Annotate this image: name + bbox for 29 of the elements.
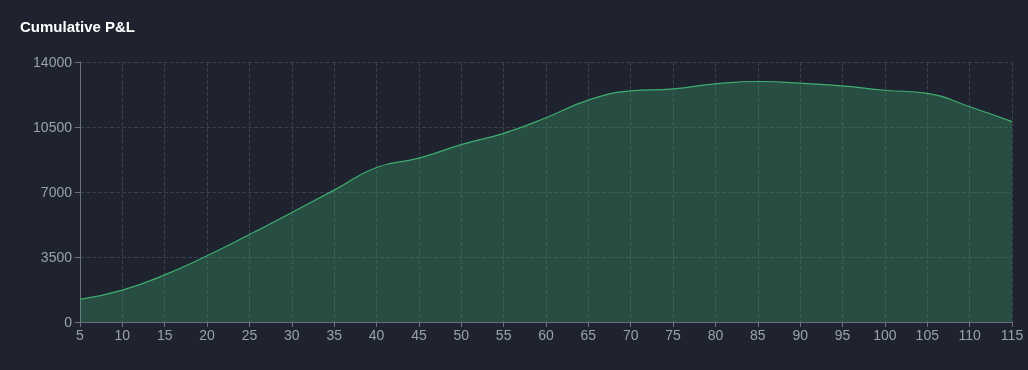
x-tick-label: 50 <box>453 327 470 343</box>
y-tick-label: 14000 <box>33 54 73 70</box>
x-tick-label: 90 <box>792 327 809 343</box>
x-tick-label: 65 <box>580 327 597 343</box>
x-tick-label: 10 <box>114 327 131 343</box>
x-tick-label: 95 <box>834 327 851 343</box>
x-tick-label: 20 <box>199 327 216 343</box>
x-tick-label: 80 <box>707 327 724 343</box>
x-tick-label: 45 <box>411 327 427 343</box>
x-tick-label: 15 <box>156 327 173 343</box>
x-tick-label: 85 <box>750 327 766 343</box>
y-tick-label: 7000 <box>40 184 73 200</box>
x-tick-label: 60 <box>538 327 554 343</box>
x-tick-label: 115 <box>1000 327 1024 343</box>
x-tick-label: 25 <box>241 327 258 343</box>
x-tick-label: 55 <box>495 327 512 343</box>
x-tick-label: 100 <box>873 327 897 343</box>
y-tick-label: 0 <box>64 314 73 330</box>
x-tick-label: 40 <box>368 327 385 343</box>
x-tick-label: 105 <box>915 327 940 343</box>
x-tick-label: 5 <box>76 327 85 343</box>
x-tick-label: 75 <box>665 327 682 343</box>
x-tick-label: 110 <box>958 327 982 343</box>
x-tick-label: 35 <box>326 327 343 343</box>
x-tick-label: 70 <box>622 327 639 343</box>
y-tick-label: 3500 <box>40 249 73 265</box>
x-tick-label: 30 <box>284 327 300 343</box>
y-tick-label: 10500 <box>33 119 73 135</box>
chart-title: Cumulative P&L <box>20 18 136 35</box>
